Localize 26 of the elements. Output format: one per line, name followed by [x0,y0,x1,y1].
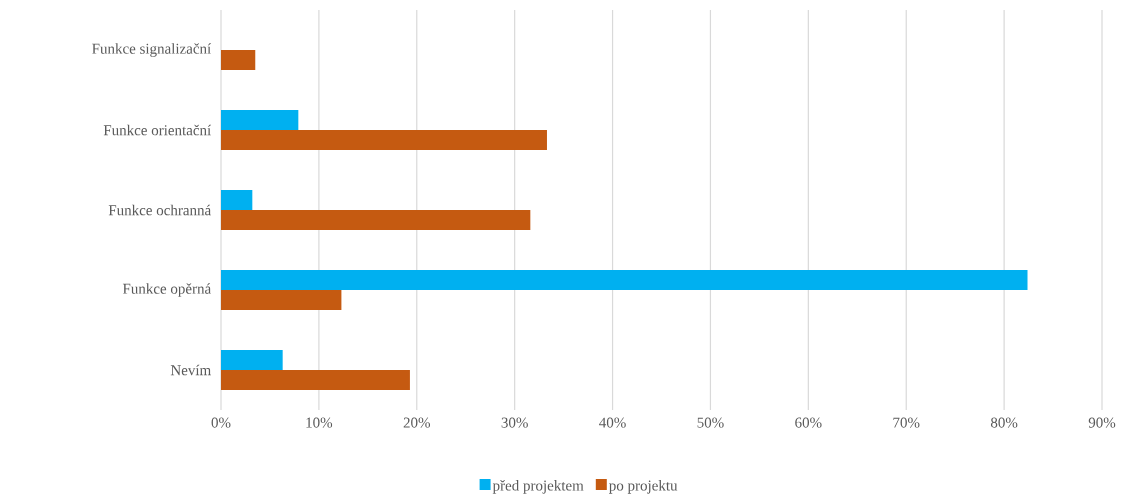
bar [221,130,547,150]
x-tick-label: 70% [893,417,920,428]
x-tick-label: 0% [211,417,231,428]
x-tick-label: 20% [403,417,431,428]
x-tick-label: 90% [1088,417,1116,428]
bar [221,210,531,230]
y-tick-label: Funkce signalizační [92,43,212,57]
bar [221,350,283,370]
bar [221,190,253,210]
x-tick-label: 60% [795,417,822,428]
legend-label: před projektem [492,480,584,494]
x-tick-label: 40% [599,417,626,428]
legend-label: po projektu [609,480,678,494]
y-tick-label: Nevím [170,364,211,376]
x-tick-label: 30% [501,417,528,428]
y-tick-label: Funkce orientační [103,124,212,136]
bar [221,370,410,390]
x-tick-label: 50% [697,417,724,428]
x-tick-label: 80% [990,417,1018,428]
x-tick-label: 10% [306,417,333,428]
y-tick-label: Funkce ochranná [108,204,211,216]
bar [221,50,256,70]
y-tick-label: Funkce opěrná [122,283,211,297]
bar [221,290,342,310]
bar [221,270,1028,290]
bar [221,110,299,130]
